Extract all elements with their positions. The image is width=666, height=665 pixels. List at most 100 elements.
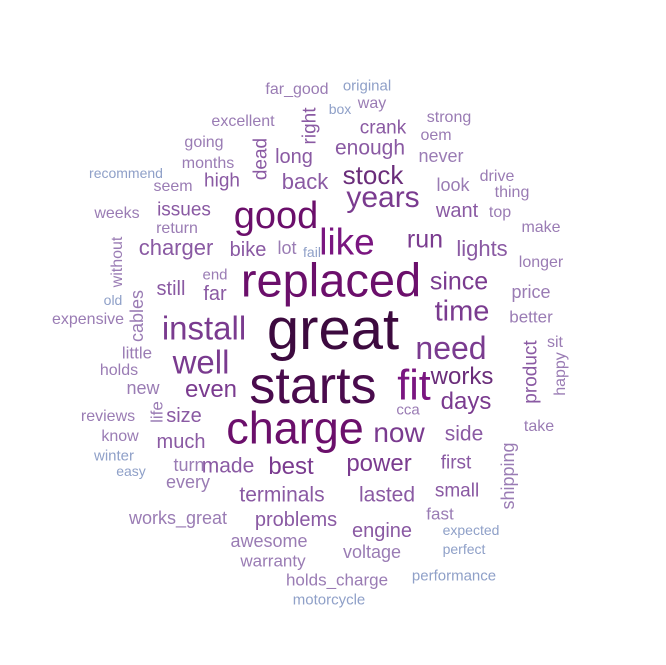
cloud-word: seem — [153, 178, 193, 195]
cloud-word: end — [202, 266, 228, 284]
cloud-word: great — [266, 297, 400, 362]
cloud-word: long — [275, 146, 313, 168]
cloud-word: stock — [342, 160, 404, 190]
cloud-word: bike — [229, 239, 267, 261]
cloud-word: works — [430, 363, 494, 390]
cloud-word: fail — [303, 244, 321, 260]
cloud-word: look — [436, 175, 470, 195]
cloud-word: since — [429, 267, 489, 296]
cloud-word: reviews — [80, 408, 136, 425]
cloud-word: problems — [254, 509, 338, 531]
cloud-word: now — [373, 417, 425, 448]
cloud-word: recommend — [89, 165, 163, 181]
cloud-word: winter — [93, 447, 135, 465]
cloud-word: lights — [456, 236, 508, 261]
cloud-word: works_great — [128, 508, 228, 528]
cloud-word: lasted — [358, 483, 416, 507]
cloud-word: strong — [426, 109, 472, 126]
cloud-word: product — [520, 340, 542, 404]
cloud-word: back — [281, 169, 329, 194]
cloud-word: run — [406, 225, 444, 254]
cloud-word: engine — [351, 520, 413, 542]
cloud-word: warranty — [240, 551, 306, 571]
cloud-word: expensive — [51, 311, 125, 328]
cloud-word: original — [342, 77, 392, 95]
cloud-word: terminals — [239, 483, 325, 507]
cloud-word: replaced — [240, 253, 422, 307]
cloud-word: holds_charge — [285, 570, 389, 590]
cloud-word: every — [165, 472, 211, 492]
cloud-word: old — [103, 292, 123, 308]
cloud-word: without — [109, 236, 126, 288]
cloud-word: issues — [157, 199, 211, 221]
cloud-word: charger — [138, 235, 214, 260]
cloud-word: fast — [426, 504, 454, 524]
cloud-word: turn — [173, 455, 205, 475]
cloud-word: way — [357, 95, 387, 112]
cloud-word: charge — [226, 402, 364, 454]
cloud-word: small — [434, 480, 480, 502]
cloud-word: return — [156, 220, 198, 237]
cloud-word: years — [346, 181, 420, 214]
cloud-word: enough — [334, 136, 406, 160]
cloud-word: better — [509, 307, 553, 327]
cloud-word: sit — [547, 334, 563, 351]
cloud-word: never — [418, 146, 464, 166]
cloud-word: know — [101, 428, 139, 445]
cloud-word: drive — [479, 168, 515, 185]
cloud-word: need — [415, 330, 487, 366]
cloud-word: days — [440, 388, 492, 415]
cloud-word: going — [184, 134, 224, 151]
cloud-word: good — [233, 195, 319, 237]
cloud-word: still — [156, 278, 186, 300]
cloud-word: take — [523, 418, 555, 435]
cloud-word: voltage — [342, 542, 402, 562]
cloud-word: happy — [552, 352, 569, 396]
cloud-word: starts — [249, 357, 377, 415]
cloud-word: months — [181, 155, 235, 172]
cloud-word: far_good — [265, 81, 329, 98]
cloud-word: box — [328, 101, 352, 117]
cloud-word: thing — [494, 184, 530, 201]
cloud-word: performance — [411, 567, 497, 585]
cloud-word: power — [346, 450, 412, 477]
cloud-word: make — [521, 219, 561, 236]
cloud-word: excellent — [211, 113, 275, 130]
cloud-word: new — [126, 378, 160, 398]
cloud-word: well — [172, 343, 230, 381]
cloud-word: cca — [396, 401, 420, 419]
cloud-word: little — [121, 343, 153, 363]
cloud-word: best — [268, 453, 314, 480]
cloud-word: dead — [250, 137, 272, 181]
cloud-word: weeks — [94, 205, 140, 222]
cloud-word: want — [435, 200, 479, 222]
cloud-word: size — [166, 405, 202, 427]
cloud-word: time — [434, 295, 490, 328]
cloud-word: even — [184, 376, 238, 403]
cloud-word: lot — [277, 238, 297, 258]
cloud-word: holds — [99, 362, 139, 379]
cloud-word: top — [488, 204, 512, 221]
cloud-word: expected — [442, 522, 500, 538]
cloud-word: side — [444, 422, 484, 446]
cloud-word: fit — [397, 361, 431, 410]
cloud-word: made — [201, 454, 255, 478]
cloud-word: longer — [518, 254, 564, 271]
cloud-word: shipping — [498, 442, 518, 510]
cloud-word: awesome — [230, 531, 308, 551]
cloud-word: like — [319, 221, 375, 263]
cloud-word: install — [161, 309, 247, 347]
cloud-word: easy — [116, 463, 146, 479]
cloud-word: first — [440, 452, 472, 474]
cloud-word: motorcycle — [292, 591, 366, 609]
cloud-word: oem — [420, 127, 452, 144]
cloud-word: much — [156, 431, 206, 453]
cloud-word: perfect — [442, 541, 486, 557]
cloud-word: far — [203, 283, 227, 305]
cloud-word: right — [299, 107, 321, 145]
cloud-word: crank — [359, 117, 407, 139]
cloud-word: high — [204, 170, 240, 192]
cloud-word: cables — [127, 289, 147, 343]
cloud-word: life — [147, 401, 167, 423]
